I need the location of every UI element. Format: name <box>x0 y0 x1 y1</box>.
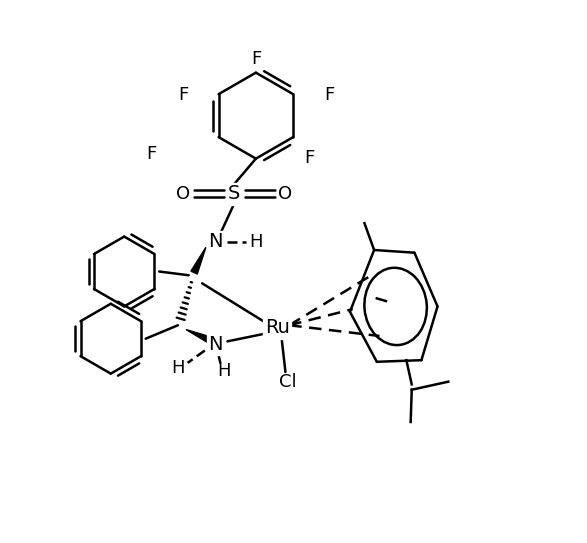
Text: Ru: Ru <box>265 318 290 337</box>
Polygon shape <box>186 330 210 343</box>
Text: F: F <box>305 149 315 167</box>
Text: Cl: Cl <box>279 372 297 390</box>
Text: O: O <box>176 185 190 203</box>
Text: F: F <box>251 50 261 68</box>
Text: F: F <box>178 86 188 104</box>
Text: O: O <box>278 185 292 203</box>
Text: F: F <box>146 146 156 163</box>
Text: H: H <box>217 362 230 380</box>
Text: N: N <box>208 334 223 353</box>
Polygon shape <box>191 247 206 274</box>
Text: F: F <box>325 86 335 104</box>
Text: H: H <box>171 359 185 377</box>
Text: H: H <box>249 233 262 251</box>
Text: S: S <box>228 184 241 203</box>
Text: N: N <box>208 232 223 251</box>
